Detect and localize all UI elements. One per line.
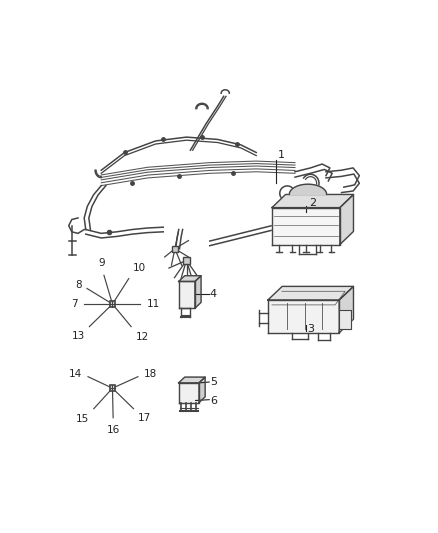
- Text: 11: 11: [146, 299, 160, 309]
- Text: 16: 16: [107, 425, 120, 435]
- Text: 6: 6: [210, 397, 217, 406]
- Bar: [110, 301, 115, 308]
- Polygon shape: [179, 377, 205, 383]
- Polygon shape: [195, 276, 201, 308]
- Polygon shape: [272, 195, 353, 207]
- Polygon shape: [199, 377, 205, 402]
- Bar: [183, 257, 190, 264]
- Bar: [110, 385, 115, 391]
- Polygon shape: [290, 184, 327, 195]
- Text: 17: 17: [138, 414, 152, 423]
- Polygon shape: [272, 207, 340, 245]
- Polygon shape: [179, 383, 199, 402]
- Text: 14: 14: [69, 369, 82, 379]
- Text: 8: 8: [75, 280, 81, 290]
- Text: 12: 12: [135, 332, 148, 342]
- Text: 7: 7: [71, 299, 78, 309]
- Text: 15: 15: [76, 414, 89, 424]
- Polygon shape: [340, 195, 353, 245]
- Text: 18: 18: [144, 369, 157, 379]
- Polygon shape: [268, 300, 339, 333]
- Polygon shape: [339, 310, 351, 329]
- Polygon shape: [179, 281, 195, 308]
- Text: 3: 3: [307, 324, 314, 334]
- Text: 1: 1: [278, 150, 285, 160]
- Polygon shape: [339, 286, 353, 333]
- Text: 10: 10: [132, 263, 145, 273]
- Text: 9: 9: [99, 259, 105, 268]
- Text: 5: 5: [210, 377, 217, 386]
- Polygon shape: [179, 276, 201, 281]
- Text: 13: 13: [71, 332, 85, 341]
- Polygon shape: [268, 286, 353, 300]
- Text: 2: 2: [309, 198, 317, 208]
- Text: 4: 4: [210, 289, 217, 299]
